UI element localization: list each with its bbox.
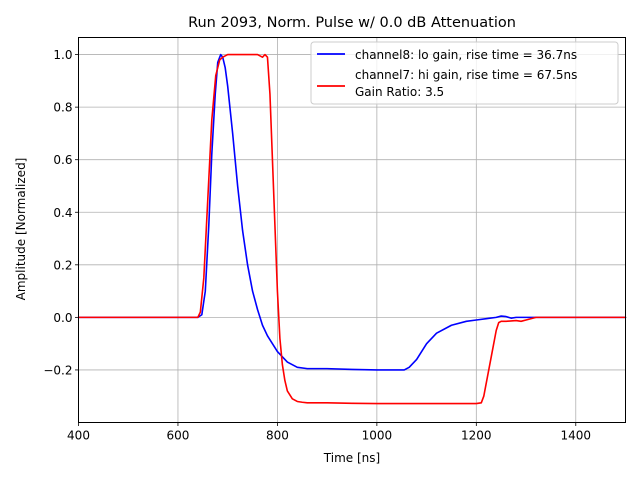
x-tick-label: 400 [67, 429, 90, 443]
y-tick-label: 1.0 [53, 48, 72, 62]
x-tick-label: 1400 [560, 429, 591, 443]
chart-title: Run 2093, Norm. Pulse w/ 0.0 dB Attenuat… [188, 15, 516, 31]
legend-gain-ratio: Gain Ratio: 3.5 [355, 85, 444, 99]
y-tick-label: 0.4 [53, 206, 72, 220]
legend-label-channel8: channel8: lo gain, rise time = 36.7ns [355, 48, 577, 62]
y-tick-label: 0.6 [53, 153, 72, 167]
legend: channel8: lo gain, rise time = 36.7ns ch… [310, 41, 619, 105]
x-axis-ticks: 400 600 800 1000 1200 1400 [67, 422, 591, 443]
series-line-channel8 [77, 53, 627, 371]
x-tick-label: 1000 [362, 429, 393, 443]
plot-lines [77, 53, 627, 405]
x-tick-label: 600 [167, 429, 190, 443]
series-line-channel7 [77, 53, 627, 405]
legend-box [310, 41, 619, 105]
y-axis-ticks: −0.2 0.0 0.2 0.4 0.6 0.8 1.0 [43, 48, 79, 377]
plot-frame [78, 37, 626, 423]
y-tick-label: 0.8 [53, 101, 72, 115]
x-tick-label: 1200 [461, 429, 492, 443]
y-axis-label: Amplitude [Normalized] [14, 158, 28, 301]
x-tick-label: 800 [266, 429, 289, 443]
y-tick-label: 0.0 [53, 311, 72, 325]
y-tick-label: −0.2 [43, 363, 72, 377]
legend-label-channel7: channel7: hi gain, rise time = 67.5ns [355, 68, 577, 82]
x-axis-label: Time [ns] [323, 451, 380, 465]
y-tick-label: 0.2 [53, 258, 72, 272]
